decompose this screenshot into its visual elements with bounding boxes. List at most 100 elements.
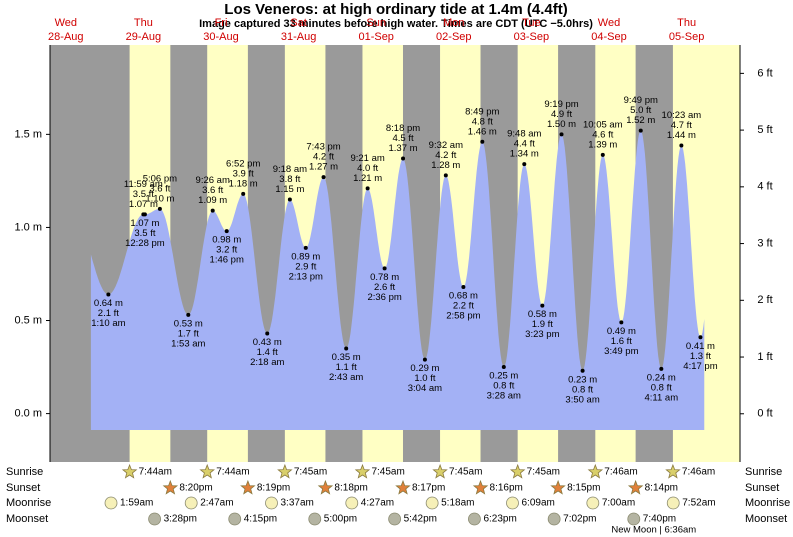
sunset-icon <box>550 479 566 495</box>
tide-label: 9:18 am <box>273 164 307 175</box>
tide-label: 0.8 ft <box>651 382 672 393</box>
tide-label: 1.52 m <box>626 115 655 126</box>
sunrise-time: 7:45am <box>527 467 560 478</box>
tide-point <box>265 331 270 336</box>
sunrise-icon <box>587 463 604 479</box>
tide-point <box>659 366 664 371</box>
tide-label: 12:28 pm <box>125 238 165 249</box>
tide-point <box>698 335 703 340</box>
y2-tick-label: 5 ft <box>757 124 772 136</box>
tide-label: 9:48 am <box>507 129 541 140</box>
row-label: Sunset <box>745 482 779 494</box>
moonset-icon <box>388 512 402 526</box>
chart-subtitle: Image captured 33 minutes before high wa… <box>199 18 593 30</box>
tide-point <box>540 303 545 308</box>
moonrise-icon <box>345 496 359 510</box>
tide-label: 0.23 m <box>568 374 597 385</box>
sunset-time: 8:14pm <box>645 483 678 494</box>
day-date: 04-Sep <box>591 31 626 43</box>
tide-label: 3.6 ft <box>202 185 223 196</box>
tide-label: 2:58 pm <box>446 311 480 322</box>
moonset-icon <box>547 512 561 526</box>
tide-label: 0.49 m <box>607 326 636 337</box>
moonrise-icon <box>265 496 278 510</box>
row-label: Sunrise <box>6 466 43 478</box>
tide-label: 1:46 pm <box>210 255 244 266</box>
tide-point <box>186 312 191 317</box>
sunrise-time: 7:44am <box>216 467 249 478</box>
sunset-time: 8:18pm <box>334 483 367 494</box>
moonrise-time: 1:59am <box>120 498 153 509</box>
sunrise-icon <box>432 463 448 479</box>
tide-label: 10:05 am <box>583 119 623 130</box>
tide-label: 2:18 am <box>250 357 284 368</box>
tide-label: 0.53 m <box>174 318 203 329</box>
tide-label: 5:06 pm <box>143 173 177 184</box>
tide-label: 0.25 m <box>489 371 518 382</box>
tide-label: 1.28 m <box>431 160 460 171</box>
tide-label: 2.9 ft <box>295 261 316 272</box>
sunset-time: 8:16pm <box>490 483 523 494</box>
y2-tick-label: 6 ft <box>757 67 772 79</box>
day-name: Sat <box>290 17 307 29</box>
tide-label: 1.50 m <box>547 119 576 130</box>
sunrise-time: 7:45am <box>449 467 482 478</box>
tide-label: 2.2 ft <box>453 301 474 312</box>
tide-label: 5.0 ft <box>630 105 651 116</box>
tide-label: 4.9 ft <box>551 109 572 120</box>
tide-point <box>461 285 466 290</box>
tide-label: 8:18 pm <box>386 123 420 134</box>
moonset-time: 5:00pm <box>324 514 357 525</box>
sunset-icon <box>162 479 179 495</box>
tide-label: 3.2 ft <box>216 245 237 256</box>
tide-point <box>401 156 406 161</box>
tide-point <box>580 368 585 373</box>
moonrise-icon <box>425 496 439 510</box>
y2-tick-label: 2 ft <box>757 294 772 306</box>
tide-label: 3:04 am <box>408 383 442 394</box>
tide-label: 4.2 ft <box>313 152 334 163</box>
row-label: Sunrise <box>745 466 782 478</box>
tide-point <box>619 320 624 325</box>
day-name: Sun <box>366 17 386 29</box>
tide-label: 9:32 am <box>429 140 463 151</box>
tide-label: 3.6 ft <box>149 183 170 194</box>
y2-tick-label: 4 ft <box>757 181 772 193</box>
tide-label: 0.64 m <box>94 298 123 309</box>
sunrise-icon <box>509 463 526 479</box>
tide-label: 1.10 m <box>145 193 174 204</box>
tide-label: 1.07 m <box>130 218 159 229</box>
tide-label: 2:36 pm <box>367 292 401 303</box>
tide-label: 1.3 ft <box>690 351 711 362</box>
tide-point <box>287 197 292 202</box>
tide-label: 9:19 pm <box>544 99 578 110</box>
day-date: 01-Sep <box>358 31 393 43</box>
sunrise-icon <box>121 463 138 479</box>
sunrise-time: 7:45am <box>294 467 327 478</box>
tide-label: 4:11 am <box>645 392 679 403</box>
tide-label: 0.41 m <box>686 341 715 352</box>
tide-label: 1.07 m <box>129 199 158 210</box>
sunrise-time: 7:45am <box>371 467 404 478</box>
tide-point <box>559 132 564 137</box>
tide-point <box>638 128 643 133</box>
tide-label: 3.8 ft <box>279 174 300 185</box>
tide-point <box>241 191 246 196</box>
tide-label: 1.09 m <box>198 195 227 206</box>
row-label: Moonrise <box>745 497 790 509</box>
day-name: Wed <box>598 17 620 29</box>
tide-label: 2:13 pm <box>289 271 323 282</box>
moonrise-time: 7:52am <box>682 498 715 509</box>
day-date: 29-Aug <box>126 31 161 43</box>
tide-label: 4.2 ft <box>435 150 456 161</box>
tide-label: 9:49 pm <box>624 95 658 106</box>
moonset-time: 7:02pm <box>563 514 596 525</box>
day-name: Mon <box>443 17 464 29</box>
tide-label: 3.5 ft <box>134 228 155 239</box>
tide-point <box>106 292 111 297</box>
tide-label: 6:52 pm <box>226 158 260 169</box>
tide-point <box>344 346 349 351</box>
day-date: 02-Sep <box>436 31 471 43</box>
tide-label: 9:21 am <box>350 153 384 164</box>
sunrise-time: 7:46am <box>604 467 637 478</box>
